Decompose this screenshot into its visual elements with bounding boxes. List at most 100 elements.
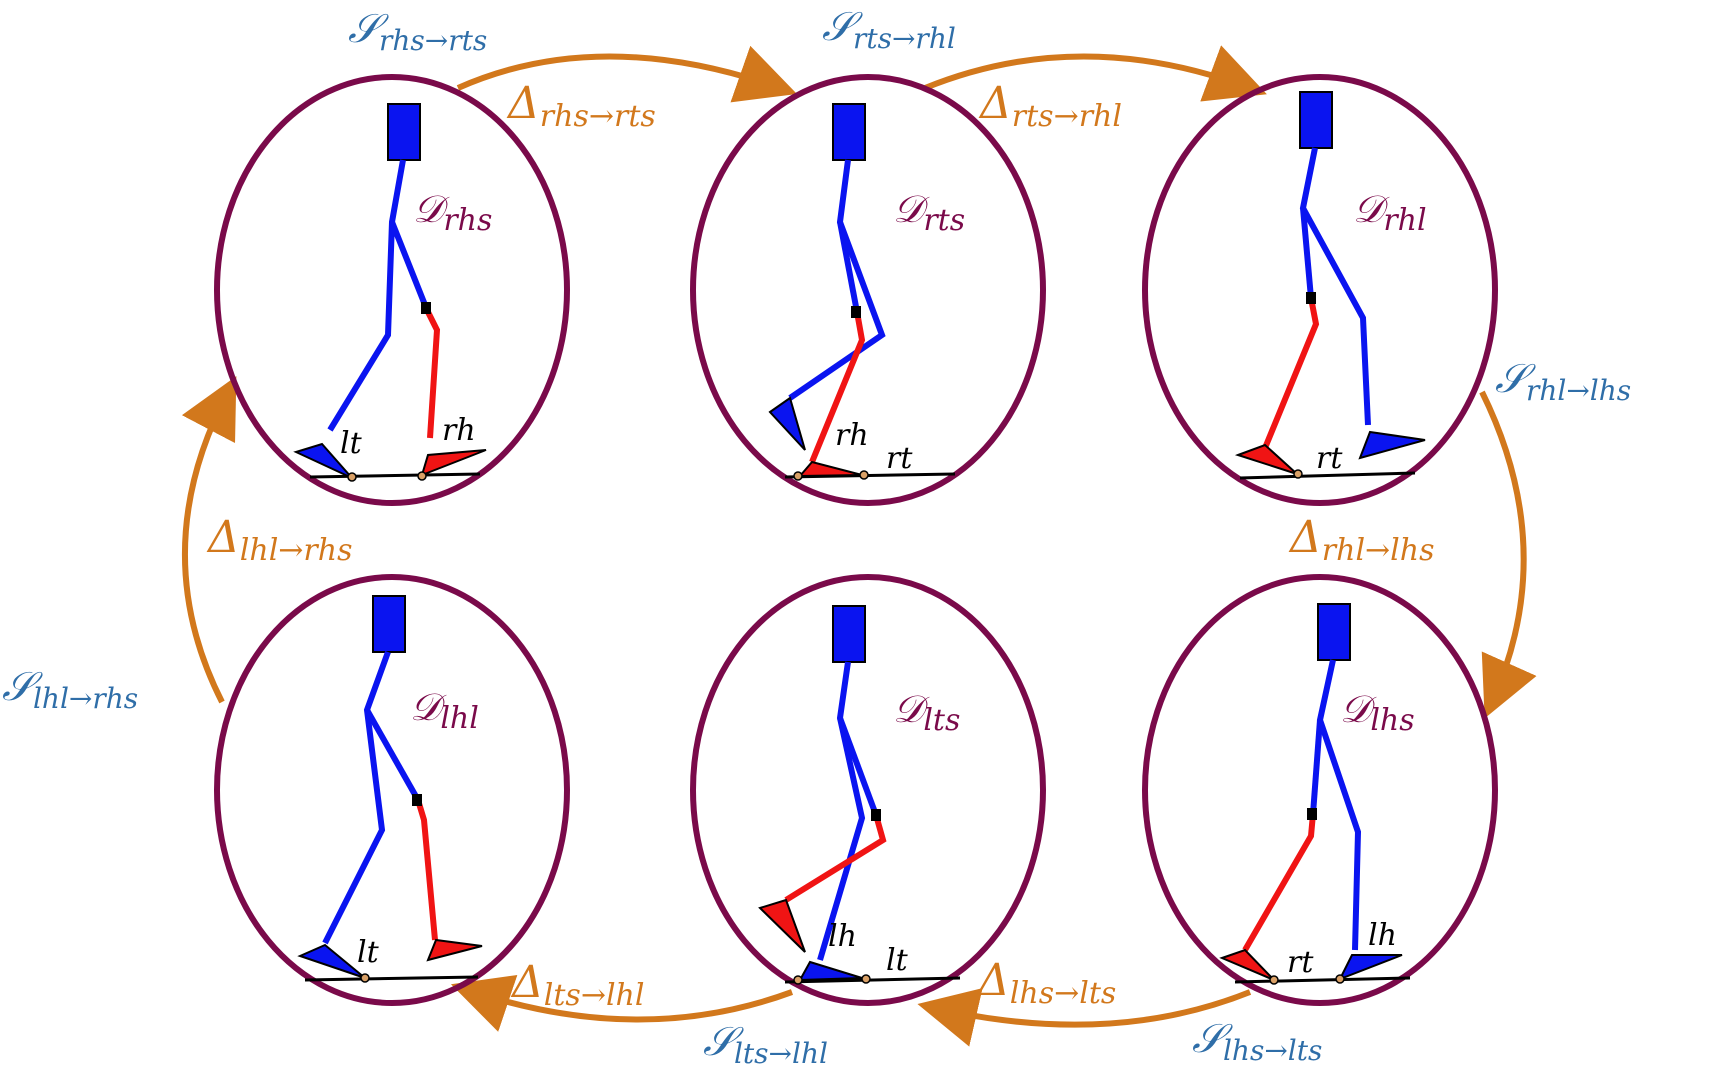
- swing-leg-lower: [1262, 297, 1320, 450]
- ground-line: [309, 472, 481, 479]
- ground-line: [1239, 471, 1416, 480]
- stance-leg: [1299, 147, 1371, 426]
- stance-foot: [293, 442, 353, 479]
- domain-lhl: 𝒟lhl lt: [214, 574, 570, 1006]
- contact-label: lh: [1368, 918, 1397, 953]
- swing-leg-lower: [784, 814, 887, 903]
- contact-point: [1335, 974, 1345, 984]
- ground-line: [304, 975, 479, 982]
- reset-map-label: Δlhs→lts: [976, 955, 1116, 1011]
- knee-joint: [412, 794, 422, 806]
- contact-label: rt: [886, 441, 913, 476]
- swing-foot: [426, 938, 483, 962]
- domain-label: 𝒟lhs: [1340, 687, 1415, 738]
- contact-point: [1269, 975, 1279, 985]
- contact-point: [793, 471, 803, 481]
- stance-leg: [1316, 659, 1362, 951]
- stance-foot: [297, 943, 366, 979]
- contact-label: lt: [357, 935, 380, 970]
- torso: [372, 595, 406, 653]
- swing-leg-upper: [837, 221, 860, 313]
- contact-point: [347, 472, 357, 482]
- domain-label: 𝒟lts: [893, 687, 960, 738]
- switching-surface-label: 𝒮lhl→rhs: [2, 664, 138, 715]
- swing-leg-lower: [1242, 813, 1316, 952]
- swing-leg-upper: [389, 220, 430, 312]
- stance-foot: [768, 396, 806, 451]
- torso: [832, 605, 866, 663]
- contact-point: [859, 470, 869, 480]
- ground-line: [784, 976, 961, 984]
- swing-foot: [1219, 948, 1275, 981]
- contact-label: lt: [340, 426, 363, 461]
- contact-point: [793, 975, 803, 985]
- transition-arrow-rts-rhl: [923, 45, 1267, 102]
- domain-boundary: [690, 74, 1046, 506]
- stance-foot: [798, 960, 863, 982]
- transition-arrow-lhl-rhs: [181, 376, 237, 704]
- stance-foot: [1358, 430, 1426, 460]
- contact-point: [360, 973, 370, 983]
- knee-joint: [1307, 808, 1317, 820]
- domain-lhs: 𝒟lhs lh rt: [1142, 574, 1498, 1006]
- contact-label: rh: [442, 413, 476, 448]
- switching-surface-label: 𝒮lts→lhl: [703, 1019, 828, 1070]
- domain-label: 𝒟lhl: [410, 685, 479, 736]
- domain-boundary: [214, 74, 570, 506]
- contact-label: lh: [828, 919, 857, 954]
- reset-map-labels: Δrhs→rts Δrts→rhl Δrhl→lhs Δlhs→lts Δlts…: [206, 78, 1435, 1013]
- swing-foot: [758, 898, 806, 953]
- swing-leg-upper: [1310, 719, 1323, 815]
- swing-leg-lower: [424, 308, 441, 439]
- swing-leg-upper: [837, 716, 879, 817]
- knee-joint: [871, 809, 881, 821]
- domain-rhl: 𝒟rhl rt: [1142, 74, 1498, 506]
- contact-point: [861, 974, 871, 984]
- knee-joint: [851, 306, 861, 318]
- knee-joint: [421, 302, 431, 314]
- reset-map-label: Δlhl→rhs: [206, 512, 353, 568]
- torso: [832, 103, 866, 161]
- stance-leg: [788, 159, 886, 401]
- transition-arrow-lhs-lts: [917, 988, 1252, 1047]
- transition-arrow-rhs-rts: [456, 45, 797, 103]
- reset-map-label: Δrhs→rts: [506, 78, 656, 134]
- transition-arcs: [181, 45, 1537, 1047]
- stance-leg: [327, 159, 406, 432]
- swing-foot: [420, 449, 487, 477]
- domain-label: 𝒟rhl: [1353, 187, 1427, 238]
- stance-foot: [1337, 954, 1403, 981]
- contact-point: [417, 471, 427, 481]
- swing-foot: [1234, 443, 1298, 475]
- contact-label: rh: [835, 418, 869, 453]
- swing-leg-lower: [809, 311, 866, 464]
- swing-leg-upper: [1300, 207, 1314, 299]
- switching-surface-label: 𝒮rhs→rts: [348, 6, 487, 57]
- transition-arrow-rhl-lhs: [1479, 390, 1537, 719]
- switching-surface-label: 𝒮lhs→lts: [1192, 1016, 1322, 1067]
- domain-boundary: [1142, 574, 1498, 1006]
- contact-label: rt: [1287, 945, 1314, 980]
- transition-arrow-lts-lhl: [450, 974, 794, 1032]
- torso: [1299, 91, 1333, 149]
- contact-point: [1293, 469, 1303, 479]
- domain-boundary: [690, 574, 1046, 1006]
- reset-map-label: Δlts→lhl: [510, 957, 644, 1013]
- stance-leg: [817, 661, 866, 961]
- swing-foot: [797, 460, 863, 478]
- domain-label: 𝒟rts: [893, 187, 965, 238]
- domain-boundary: [1142, 74, 1498, 506]
- domain-rhs: 𝒟rhs lt rh: [214, 74, 570, 506]
- domain-label: 𝒟rhs: [413, 187, 492, 238]
- reset-map-label: Δrhl→lhs: [1288, 512, 1435, 568]
- domain-boundary: [214, 574, 570, 1006]
- contact-label: rt: [1316, 441, 1343, 476]
- reset-map-label: Δrts→rhl: [978, 78, 1122, 134]
- knee-joint: [1306, 292, 1316, 304]
- switching-surface-label: 𝒮rhl→lhs: [1495, 356, 1631, 407]
- contact-label: lt: [886, 943, 909, 978]
- torso: [1317, 603, 1351, 661]
- torso: [387, 103, 421, 161]
- stance-leg: [322, 650, 391, 945]
